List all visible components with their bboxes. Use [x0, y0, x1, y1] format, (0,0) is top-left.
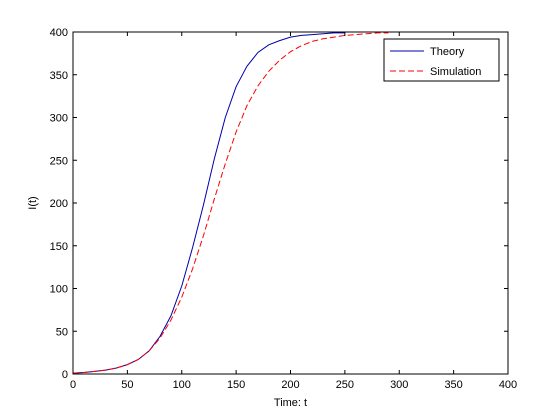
- y-tick-label: 300: [50, 113, 68, 125]
- series-layer: [72, 32, 389, 374]
- x-tick-label: 0: [70, 379, 76, 391]
- y-axis-label: I(t): [27, 196, 39, 209]
- y-tick-label: 250: [50, 155, 68, 167]
- x-axis-label: Time: t: [274, 397, 307, 409]
- x-tick-label: 200: [281, 379, 299, 391]
- x-tick-label: 300: [390, 379, 408, 391]
- y-tick-label: 150: [50, 241, 68, 253]
- x-tick-label: 50: [121, 379, 133, 391]
- y-tick-label: 50: [56, 326, 68, 338]
- x-tick-label: 350: [444, 379, 462, 391]
- legend-box: [383, 38, 500, 82]
- y-tick-label: 200: [50, 198, 68, 210]
- y-tick-label: 400: [50, 27, 68, 39]
- x-tick-label: 100: [173, 379, 191, 391]
- legend-label-theory: Theory: [430, 46, 465, 58]
- legend-label-simulation: Simulation: [430, 66, 481, 78]
- y-tick-label: 350: [50, 70, 68, 82]
- ticks-layer: 0 50 100 150 200 250 300 350 400 0 50 100 150 200 250 3…: [50, 27, 518, 391]
- series-line-simulation: [72, 32, 389, 374]
- x-tick-label: 250: [336, 379, 354, 391]
- plot-area: [72, 31, 509, 375]
- y-tick-label: 100: [50, 284, 68, 296]
- legend: Theory Simulation: [383, 38, 500, 82]
- x-tick-label: 150: [227, 379, 245, 391]
- y-tick-label: 0: [62, 369, 68, 381]
- x-tick-label: 400: [499, 379, 517, 391]
